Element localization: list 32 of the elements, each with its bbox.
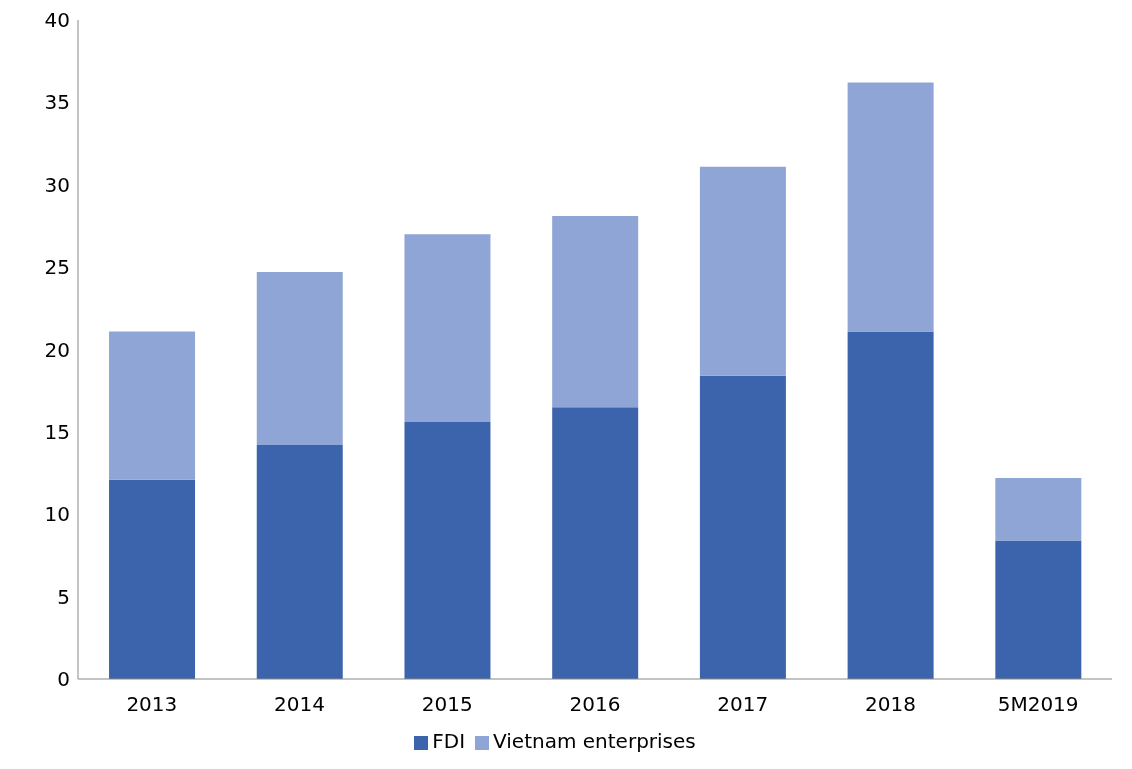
bar	[699, 166, 786, 376]
y-tick-label: 30	[44, 172, 70, 197]
y-tick-label: 5	[57, 584, 70, 609]
bar	[552, 407, 639, 679]
x-tick-label: 2017	[717, 692, 769, 717]
bar	[847, 331, 934, 679]
bar	[699, 375, 786, 679]
bar	[404, 421, 491, 679]
bar	[404, 234, 491, 422]
x-tick-label: 2018	[864, 692, 916, 717]
bar	[256, 272, 343, 446]
y-tick-label: 35	[44, 90, 70, 115]
bar	[995, 478, 1082, 541]
y-tick-label: 25	[44, 255, 70, 280]
bar	[552, 216, 639, 408]
y-tick-label: 15	[44, 419, 70, 444]
legend-label: Vietnam enterprises	[493, 729, 696, 753]
x-tick-label: 2016	[569, 692, 621, 717]
x-tick-label: 2014	[274, 692, 326, 717]
bar	[256, 445, 343, 679]
bar	[109, 479, 196, 679]
bar	[109, 331, 196, 480]
y-tick-label: 20	[44, 337, 70, 362]
x-tick-label: 2015	[421, 692, 473, 717]
bar	[847, 82, 934, 332]
y-tick-label: 10	[44, 502, 70, 527]
legend-label: FDI	[432, 729, 466, 753]
y-tick-label: 40	[44, 8, 70, 33]
y-tick-label: 0	[57, 667, 70, 692]
bar	[995, 540, 1082, 679]
x-tick-label: 5M2019	[997, 692, 1079, 717]
x-tick-label: 2013	[126, 692, 178, 717]
